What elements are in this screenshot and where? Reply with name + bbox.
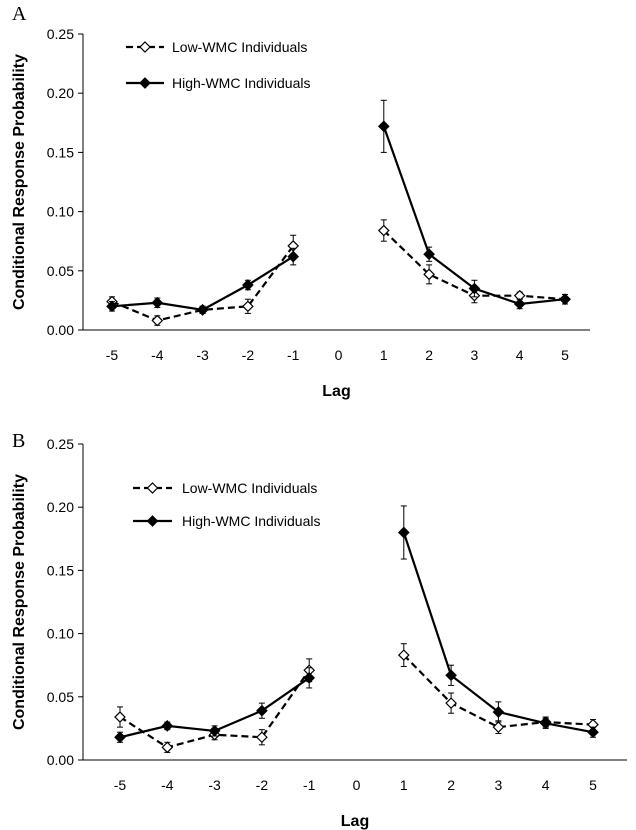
- series-high-wmc-point: [423, 248, 435, 261]
- series-high-wmc-point: [161, 720, 174, 732]
- x-axis-title: Lag: [341, 813, 369, 830]
- series-high-wmc-point: [559, 293, 571, 306]
- series-low-wmc: [106, 219, 571, 327]
- y-tick-label: 0.20: [47, 499, 74, 515]
- x-tick-label: 3: [471, 347, 479, 363]
- x-tick-label: -1: [287, 347, 300, 363]
- legend-label: Low-WMC Individuals: [182, 480, 317, 496]
- series-low-wmc-point: [242, 300, 254, 313]
- y-axis-title: Conditional Response Probability: [11, 474, 28, 730]
- series-high-wmc-point: [377, 120, 390, 133]
- x-tick-label: -2: [256, 777, 269, 793]
- series-high-wmc-point: [397, 526, 410, 539]
- x-tick-label: 4: [542, 777, 550, 793]
- x-tick-label: 2: [425, 347, 433, 363]
- series-high-wmc-point: [445, 669, 457, 682]
- legend-item-high-wmc: High-WMC Individuals: [126, 75, 310, 91]
- series-low-wmc-point: [397, 649, 410, 661]
- y-tick-label: 0.00: [47, 752, 74, 768]
- legend-item-high-wmc: High-WMC Individuals: [133, 513, 320, 529]
- series-low-wmc-line: [403, 654, 594, 729]
- series-low-wmc-point: [151, 314, 164, 327]
- series-low-wmc-point: [445, 697, 457, 709]
- x-tick-label: -4: [151, 347, 164, 363]
- x-axis-title: Lag: [322, 383, 350, 400]
- x-tick-label: 0: [353, 777, 361, 793]
- chart-panel-B: B 0.00 0.05 0.10 0.15 0.20 0.25 -5 -4 -3 -2 -1 0 1 2 3 4…: [11, 430, 627, 830]
- y-tick-label: 0.25: [47, 436, 74, 452]
- series-low-wmc-point: [161, 741, 174, 754]
- legend-item-low-wmc: Low-WMC Individuals: [133, 480, 317, 496]
- x-tick-label: 3: [495, 777, 503, 793]
- y-tick-label: 0.10: [47, 626, 74, 642]
- series-high-wmc-line: [382, 125, 566, 306]
- series-high-wmc-point: [303, 671, 316, 684]
- series-high-wmc-point: [287, 250, 300, 263]
- y-tick-label: 0.00: [47, 322, 74, 338]
- series-high-wmc-point: [114, 731, 126, 744]
- series-high-wmc: [114, 505, 599, 744]
- series-high-wmc-point: [151, 296, 164, 309]
- x-tick-label: -5: [114, 777, 127, 793]
- y-tick-label: 0.15: [47, 562, 74, 578]
- panel-label: B: [12, 430, 25, 452]
- legend-label: High-WMC Individuals: [172, 75, 310, 91]
- series-low-wmc-point: [423, 268, 435, 281]
- series-low-wmc: [114, 643, 599, 754]
- legend-label: Low-WMC Individuals: [172, 39, 307, 55]
- series-high-wmc-point: [468, 282, 481, 295]
- series-high-wmc-point: [106, 300, 118, 313]
- x-tick-label: -3: [208, 777, 221, 793]
- series-high-wmc-point: [513, 298, 526, 310]
- y-tick-label: 0.15: [47, 144, 74, 160]
- y-tick-label: 0.10: [47, 204, 74, 220]
- x-tick-label: 5: [589, 777, 597, 793]
- panel-label: A: [12, 3, 27, 25]
- series-high-wmc-point: [492, 706, 505, 718]
- series-high-wmc-point: [196, 304, 209, 316]
- x-tick-label: 1: [400, 777, 408, 793]
- series-low-wmc-point: [256, 731, 268, 744]
- x-tick-label: 2: [447, 777, 455, 793]
- legend-marker: [139, 77, 151, 89]
- y-tick-label: 0.05: [47, 689, 74, 705]
- series-low-wmc-point: [377, 224, 390, 237]
- series-high-wmc-point: [587, 726, 599, 739]
- x-tick-label: -2: [242, 347, 255, 363]
- series-low-wmc-line: [111, 245, 295, 322]
- series-high-wmc-point: [256, 704, 268, 717]
- x-tick-label: 0: [335, 347, 343, 363]
- chart-panel-A: A 0.00 0.05 0.10 0.15 0.20 0.25 -5 -4 -3 -2 -1 0 1 2 3 4…: [11, 3, 590, 400]
- legend-item-low-wmc: Low-WMC Individuals: [126, 39, 307, 55]
- x-tick-label: -4: [161, 777, 174, 793]
- x-tick-label: 5: [561, 347, 569, 363]
- series-high-wmc-point: [539, 717, 552, 730]
- legend-marker: [146, 515, 159, 527]
- x-tick-label: -5: [106, 347, 119, 363]
- x-tick-label: 1: [380, 347, 388, 363]
- y-axis-title: Conditional Response Probability: [11, 54, 28, 310]
- x-tick-label: 4: [516, 347, 524, 363]
- series-low-wmc-point: [114, 711, 126, 723]
- legend-marker: [139, 41, 151, 53]
- series-low-wmc-point: [492, 721, 505, 733]
- y-tick-label: 0.20: [47, 85, 74, 101]
- x-tick-label: -3: [196, 347, 209, 363]
- legend-marker: [146, 482, 159, 494]
- series-high-wmc-point: [208, 725, 221, 737]
- y-tick-label: 0.25: [47, 26, 74, 42]
- series-high-wmc-point: [242, 279, 254, 291]
- legend-label: High-WMC Individuals: [182, 513, 320, 529]
- y-tick-label: 0.05: [47, 263, 74, 279]
- series-high-wmc: [106, 99, 571, 316]
- x-tick-label: -1: [303, 777, 316, 793]
